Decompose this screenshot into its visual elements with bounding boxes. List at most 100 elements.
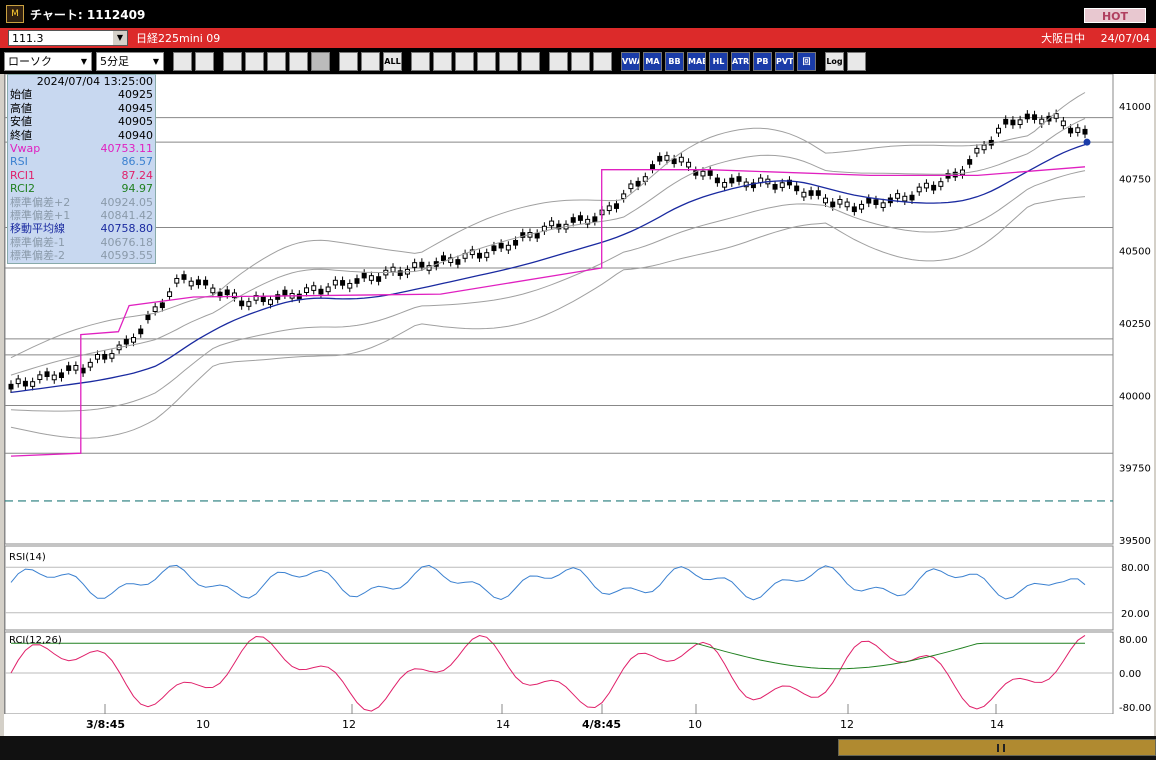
pvt-button[interactable]: PVT (775, 51, 794, 71)
grey-tool-icon[interactable] (311, 51, 330, 71)
info-label: Vwap (10, 141, 41, 155)
candle-body (923, 182, 929, 189)
candle-body (1075, 127, 1081, 133)
ma-button[interactable]: MA (643, 51, 662, 71)
candle-body (844, 201, 850, 208)
candle-body (513, 239, 519, 246)
candle-body (729, 177, 735, 184)
mae-button[interactable]: MAE (687, 51, 706, 71)
cursor-icon[interactable] (455, 51, 474, 71)
bar-width-icon[interactable] (195, 51, 214, 71)
candle-body (1032, 114, 1038, 120)
candle-body (794, 185, 800, 192)
candle-body (224, 289, 230, 296)
info-value: 40940 (118, 128, 153, 142)
info-value: 40841.42 (100, 208, 154, 222)
candle-body (347, 282, 353, 289)
export-icon[interactable] (847, 51, 866, 71)
x-tick-label: 12 (342, 718, 356, 731)
price-tick-label: 40000 (1119, 391, 1151, 402)
candle-body (123, 338, 129, 345)
log-button[interactable]: Log (825, 51, 844, 71)
info-row: 標準偏差+2 40924.05 (8, 196, 155, 209)
scrollbar-thumb[interactable] (838, 739, 1156, 756)
x-tick-label: 14 (990, 718, 1004, 731)
undo-icon[interactable] (477, 51, 496, 71)
search-chart-icon[interactable] (245, 51, 264, 71)
price-chart[interactable]: 41000 40750 40500 40250 40000 39750 39500 RSI(1… (4, 73, 1155, 715)
brush-icon[interactable] (571, 51, 590, 71)
price-tick-label: 41000 (1119, 102, 1151, 113)
chart-area[interactable]: 41000 40750 40500 40250 40000 39750 39500 RSI(1… (4, 73, 1155, 715)
candle-body (167, 291, 173, 297)
candle-body (902, 195, 908, 202)
candle-body (967, 159, 973, 165)
candle-body (549, 220, 555, 227)
box2-icon[interactable] (361, 51, 380, 71)
info-label: RSI (10, 155, 28, 169)
x-tick-label: 10 (688, 718, 702, 731)
pb-button[interactable]: PB (753, 51, 772, 71)
candle-icon[interactable] (223, 51, 242, 71)
pen-icon[interactable] (411, 51, 430, 71)
candle-body (1039, 118, 1045, 125)
info-label: RCI2 (10, 182, 36, 196)
hot-button[interactable]: HOT (1084, 8, 1146, 23)
info-row: 移動平均線 40758.80 (8, 222, 155, 235)
document-icon[interactable] (499, 51, 518, 71)
price-tick-label: 40500 (1119, 247, 1151, 258)
settings-icon[interactable] (549, 51, 568, 71)
box-select-button[interactable]: 回 (797, 51, 816, 71)
info-value: 40758.80 (100, 222, 154, 236)
chevron-down-icon[interactable]: ▼ (113, 31, 127, 45)
hl-button[interactable]: HL (709, 51, 728, 71)
candle-body (368, 275, 374, 281)
current-date: 24/07/04 (1100, 32, 1150, 45)
bb-button[interactable]: BB (665, 51, 684, 71)
chart-type-select[interactable]: ローソク ▼ (4, 51, 92, 71)
candle-body (866, 197, 872, 204)
period-value: 5分足 (100, 55, 129, 68)
candle-body (246, 301, 252, 307)
candle-body (786, 179, 792, 186)
code-input[interactable]: 111.3 ▼ (8, 30, 128, 46)
box-icon[interactable] (339, 51, 358, 71)
candle-body (823, 197, 829, 204)
candle-body (30, 381, 36, 387)
zoom-icon[interactable] (173, 51, 192, 71)
candle-body (851, 206, 857, 213)
all-button[interactable]: ALL (383, 51, 402, 71)
candle-body (772, 184, 778, 190)
chart-type-value: ローソク (8, 55, 52, 68)
info-label: 始値 (10, 88, 32, 102)
candle-body (556, 223, 562, 230)
draw-line-icon[interactable] (433, 51, 452, 71)
time-scrollbar[interactable] (0, 736, 1156, 760)
candle-body (873, 199, 879, 205)
info-value: 40753.11 (100, 141, 154, 155)
info-row: 標準偏差+1 40841.42 (8, 209, 155, 222)
candle-body (520, 232, 526, 238)
x-tick-label: 4/8:45 (582, 718, 622, 731)
line-chart-icon[interactable] (267, 51, 286, 71)
color-icon[interactable] (593, 51, 612, 71)
candle-body (808, 190, 814, 196)
candle-body (959, 169, 965, 176)
candle-body (195, 279, 201, 286)
market-status: 大阪日中 (1041, 32, 1086, 45)
candle-body (534, 232, 540, 239)
candle-body (801, 191, 807, 198)
rsi-line (10, 564, 1086, 601)
candle-body (815, 190, 821, 196)
atr-button[interactable]: ATR (731, 51, 750, 71)
candle-body (260, 296, 266, 303)
info-row: 始値 40925 (8, 88, 155, 101)
vwap-button[interactable]: VWAP (621, 51, 640, 71)
trash-icon[interactable] (521, 51, 540, 71)
candle-body (484, 252, 490, 258)
period-select[interactable]: 5分足 ▼ (96, 51, 164, 71)
candle-body (253, 295, 259, 301)
candle-body (361, 272, 367, 279)
candle-body (671, 158, 677, 165)
arrow-swap-icon[interactable] (289, 51, 308, 71)
